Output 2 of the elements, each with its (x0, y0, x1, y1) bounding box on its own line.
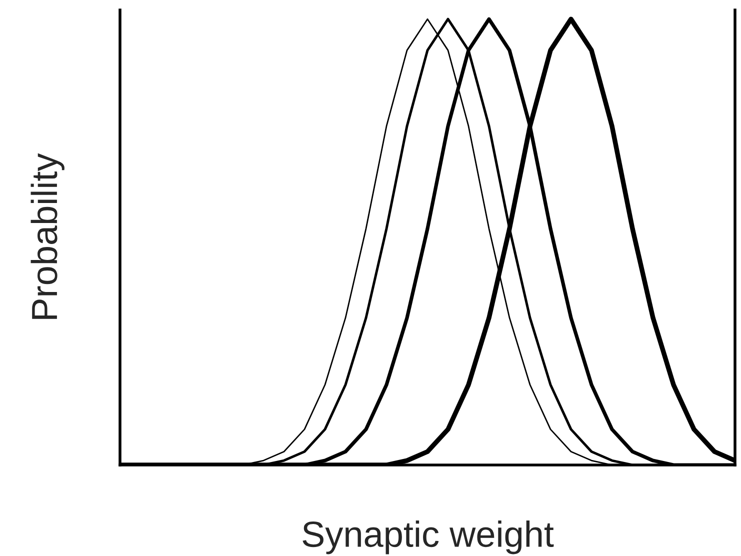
x-axis-title: Synaptic weight (302, 520, 554, 554)
y-axis-title: Probability (30, 153, 64, 319)
